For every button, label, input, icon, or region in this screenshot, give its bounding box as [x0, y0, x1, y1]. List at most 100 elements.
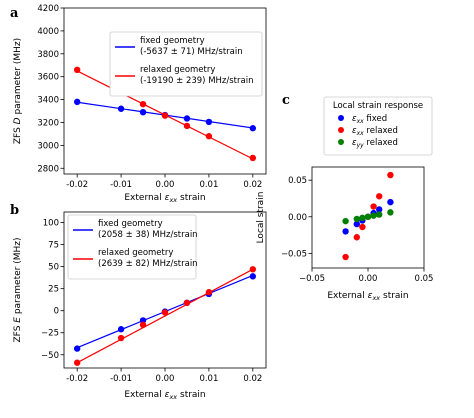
data-point — [73, 98, 81, 106]
legend-marker — [338, 127, 344, 133]
data-point — [205, 133, 213, 140]
y-tick-label: −0.05 — [281, 249, 307, 259]
x-tick-label: 0.02 — [243, 180, 262, 190]
plot-b: -0.02 -0.01 0.00 0.01 0.02 −50 −25 0 25 50 75 100 Ex… — [13, 211, 267, 401]
x-tick-label: -0.01 — [110, 374, 132, 384]
y-tick-label: 0.05 — [288, 176, 307, 186]
legend-slope: (-5637 ± 71) MHz/strain — [140, 47, 243, 57]
legend-label: εxx fixed — [352, 114, 387, 125]
data-point — [376, 206, 383, 213]
data-point — [353, 234, 360, 241]
y-tick-label: 3800 — [37, 50, 59, 60]
legend-box — [323, 96, 433, 156]
x-tick-label: −0.05 — [299, 274, 325, 284]
data-point — [353, 215, 360, 223]
data-point — [183, 122, 191, 130]
x-axis-label: External εxx strain — [124, 193, 205, 204]
legend-label: fixed geometry — [140, 36, 205, 46]
y-tick-label: 100 — [43, 219, 59, 229]
data-point — [73, 359, 81, 366]
data-point — [183, 299, 191, 306]
data-point — [387, 198, 394, 206]
data-point — [139, 100, 147, 108]
data-point — [139, 108, 147, 116]
x-tick-label: 0.00 — [359, 274, 378, 284]
y-axis-label: Local strain — [256, 192, 266, 244]
legend-slope: (2058 ± 38) MHz/strain — [98, 230, 198, 240]
legend-label: relaxed geometry — [98, 248, 173, 258]
x-tick-label: 0.01 — [199, 180, 218, 190]
data-point — [376, 193, 383, 200]
y-tick-label: 25 — [48, 285, 59, 295]
plot-a: -0.02 -0.01 0.00 0.01 0.02 2800 3000 3200 3400 36… — [13, 4, 267, 204]
data-point — [73, 345, 81, 352]
legend-label: fixed geometry — [98, 219, 163, 229]
data-point — [359, 214, 366, 222]
x-axis-label: External εxx strain — [327, 291, 408, 302]
panel-label-b: b — [10, 203, 19, 218]
data-point — [370, 212, 377, 219]
legend-label: εxx relaxed — [352, 126, 398, 137]
x-tick-label: -0.02 — [66, 374, 88, 384]
x-tick-label: 0.00 — [156, 374, 175, 384]
y-tick-label: 0.00 — [288, 213, 307, 223]
x-tick-label: -0.01 — [110, 180, 132, 190]
y-axis-label: ZFS E parameter (MHz) — [13, 238, 23, 343]
data-point — [249, 154, 257, 162]
data-point — [249, 125, 257, 132]
y-tick-label: 50 — [48, 263, 59, 273]
data-point — [139, 317, 147, 324]
data-point — [139, 321, 147, 329]
panel-label-a: a — [10, 6, 19, 21]
data-point — [387, 171, 394, 179]
data-point — [73, 66, 81, 74]
legend-box — [67, 214, 197, 280]
data-point — [376, 211, 383, 218]
y-tick-label: 3600 — [37, 73, 59, 83]
data-point — [387, 209, 394, 216]
y-tick-label: 3200 — [37, 118, 59, 128]
data-point — [359, 223, 366, 231]
data-point — [117, 326, 125, 333]
y-tick-label: −50 — [41, 351, 59, 361]
data-point — [205, 118, 213, 126]
data-point — [161, 309, 169, 316]
legend-title: Local strain response — [333, 101, 423, 111]
data-point — [249, 266, 257, 273]
x-tick-label: 0.00 — [156, 180, 175, 190]
legend-label: εyy relaxed — [352, 138, 398, 149]
data-point — [370, 203, 377, 210]
y-tick-label: 3000 — [37, 141, 59, 151]
y-tick-label: 3400 — [37, 96, 59, 106]
legend-box — [109, 31, 263, 97]
data-point — [364, 213, 372, 220]
legend-marker — [338, 115, 344, 121]
data-point — [183, 115, 191, 122]
x-tick-label: -0.02 — [66, 180, 88, 190]
data-point — [205, 289, 213, 296]
y-tick-label: −25 — [41, 329, 59, 339]
x-tick-label: 0.05 — [415, 274, 434, 284]
data-point — [342, 217, 349, 225]
legend-slope: (2639 ± 82) MHz/strain — [98, 259, 198, 269]
y-axis-label: ZFS D parameter (MHz) — [13, 38, 23, 144]
data-point — [342, 253, 349, 261]
fit-line-relaxed — [76, 268, 254, 364]
y-tick-label: 0 — [54, 307, 59, 317]
data-point — [161, 112, 169, 119]
y-tick-label: 75 — [48, 241, 59, 251]
data-point — [353, 220, 360, 228]
y-tick-label: 2800 — [37, 164, 59, 174]
data-point — [249, 273, 257, 280]
data-point — [117, 334, 125, 342]
data-point — [342, 228, 349, 235]
plot-c: −0.05 0.00 0.05 −0.05 0.00 0.05 External εxx s… — [256, 96, 434, 302]
x-tick-label: 0.01 — [199, 374, 218, 384]
legend-label: relaxed geometry — [140, 65, 215, 75]
data-point — [117, 105, 125, 112]
legend-slope: (-19190 ± 239) MHz/strain — [140, 76, 253, 86]
x-axis-label: External εxx strain — [124, 390, 205, 401]
y-tick-label: 4200 — [37, 4, 59, 14]
y-tick-label: 4000 — [37, 27, 59, 37]
